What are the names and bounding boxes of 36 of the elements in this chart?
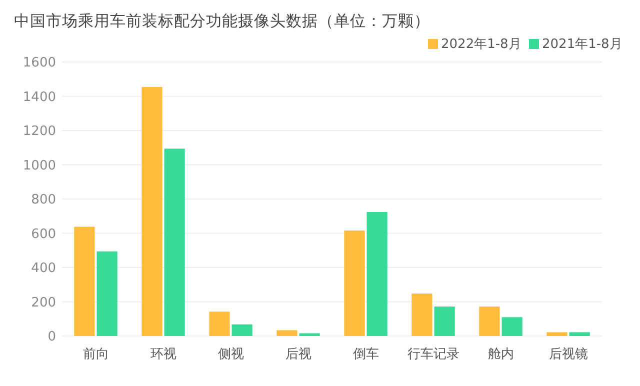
x-tick-label: 后视 <box>285 347 312 362</box>
y-tick-label: 1400 <box>22 90 56 105</box>
bar <box>434 306 455 336</box>
legend-label: 2021年1-8月 <box>542 37 622 52</box>
bar <box>232 324 252 336</box>
bar <box>209 312 230 336</box>
y-tick-label: 1600 <box>22 56 56 71</box>
y-tick-label: 1200 <box>22 124 56 140</box>
bar <box>344 230 365 336</box>
y-tick-label: 400 <box>31 261 56 276</box>
x-tick-label: 侧视 <box>218 347 244 362</box>
bar <box>479 306 500 336</box>
y-tick-label: 1000 <box>22 158 56 174</box>
bar <box>569 332 590 336</box>
x-tick-label: 后视镜 <box>548 347 588 362</box>
chart-title: 中国市场乘用车前装标配分功能摄像头数据（单位：万颗） <box>14 12 430 30</box>
x-tick-label: 倒车 <box>352 347 379 362</box>
bar <box>299 333 320 336</box>
bar <box>96 251 118 336</box>
bar <box>502 317 522 336</box>
bar <box>164 148 185 336</box>
y-tick-label: 200 <box>31 295 56 310</box>
x-tick-label: 环视 <box>150 347 176 362</box>
x-tick-label: 前向 <box>82 347 109 362</box>
bar <box>412 294 432 336</box>
bar <box>546 332 568 336</box>
y-tick-label: 600 <box>31 226 56 242</box>
y-tick-label: 800 <box>31 192 56 208</box>
bar <box>276 330 298 336</box>
bar <box>74 226 95 336</box>
bar <box>366 212 388 336</box>
bar <box>142 87 162 336</box>
legend-label: 2022年1-8月 <box>441 37 522 52</box>
x-tick-label: 舱内 <box>488 347 514 362</box>
x-tick-label: 行车记录 <box>407 347 460 362</box>
y-tick-label: 0 <box>48 330 56 345</box>
